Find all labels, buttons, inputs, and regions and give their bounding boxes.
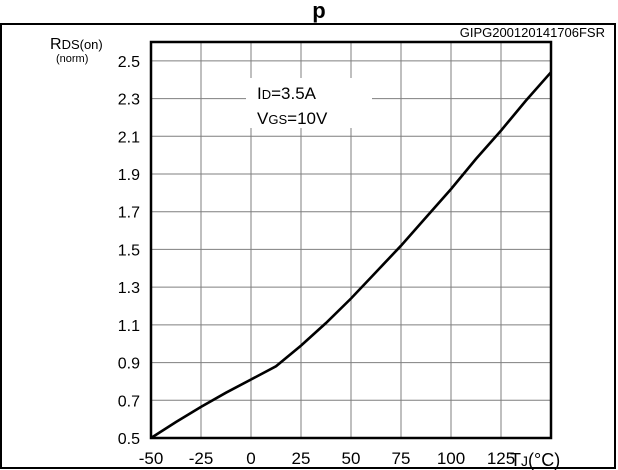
- x-tick-label: 50: [342, 449, 361, 468]
- y-tick-label: 2.1: [118, 129, 140, 146]
- y-tick-label: 1.7: [118, 205, 140, 222]
- y-tick-label: 1.1: [118, 318, 140, 335]
- y-tick-label: 1.9: [118, 167, 140, 184]
- annotation-id: ID=3.5A: [257, 84, 317, 103]
- figure-code: GIPG200120141706FSR: [460, 25, 605, 40]
- y-tick-label: 1.5: [118, 242, 140, 259]
- x-tick-label: 100: [437, 449, 465, 468]
- rds-on-curve: [150, 71, 552, 440]
- x-tick-label: 125: [487, 449, 515, 468]
- annotation-background: [246, 78, 372, 128]
- x-tick-label: 75: [392, 449, 411, 468]
- y-tick-label: 0.5: [118, 431, 140, 448]
- plot-area-border: [149, 40, 553, 440]
- x-tick-label: -50: [139, 449, 164, 468]
- y-axis-label: RDS(on): [50, 36, 103, 53]
- y-tick-label: 2.5: [118, 54, 140, 71]
- outer-border: [0, 23, 616, 469]
- annotation-vgs: VGS=10V: [257, 109, 328, 128]
- y-tick-label: 0.9: [118, 356, 140, 373]
- chart-title-fragment: p: [312, 0, 325, 23]
- y-tick-label: 0.7: [118, 393, 140, 410]
- horizontal-gridlines: [151, 60, 551, 401]
- y-tick-labels: 0.5 0.7 0.9 1.1 1.3 1.5 1.7 1.9 2.1 2.3 2.5: [118, 54, 140, 448]
- x-tick-label: -25: [189, 449, 214, 468]
- x-axis-label: TJ(°C): [510, 450, 560, 470]
- y-axis-unit: (norm): [56, 53, 88, 65]
- x-tick-label: 0: [246, 449, 255, 468]
- x-tick-labels: -50 -25 0 25 50 75 100 125: [139, 449, 515, 468]
- y-tick-label: 2.3: [118, 92, 140, 109]
- x-tick-label: 25: [292, 449, 311, 468]
- y-tick-label: 1.3: [118, 280, 140, 297]
